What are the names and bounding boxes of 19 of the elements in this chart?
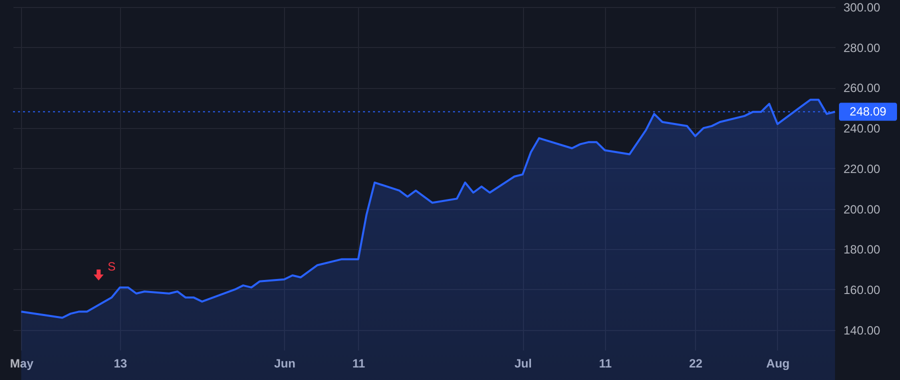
x-tick-label: Jul	[514, 356, 532, 370]
annotation: S	[108, 260, 116, 274]
x-tick-label: Jun	[274, 356, 296, 370]
y-tick-label: 280.00	[844, 40, 881, 55]
x-tick-label: 11	[352, 356, 366, 370]
y-tick-label: 200.00	[844, 202, 881, 216]
y-tick-label: 160.00	[844, 282, 881, 297]
ref-line-label: 248.09	[850, 104, 887, 119]
x-tick-label: Aug	[766, 356, 790, 370]
x-tick-label: May	[10, 356, 34, 370]
x-tick-label: 11	[598, 356, 612, 370]
y-tick-label: 260.00	[844, 81, 881, 96]
y-tick-label: 240.00	[844, 122, 881, 136]
x-tick-label: 13	[114, 356, 128, 370]
y-tick-label: 300.00	[844, 0, 881, 14]
y-tick-label: 180.00	[844, 242, 881, 257]
y-tick-label: 220.00	[844, 162, 881, 176]
x-tick-label: 22	[689, 356, 703, 370]
y-tick-label: 140.00	[844, 323, 881, 338]
